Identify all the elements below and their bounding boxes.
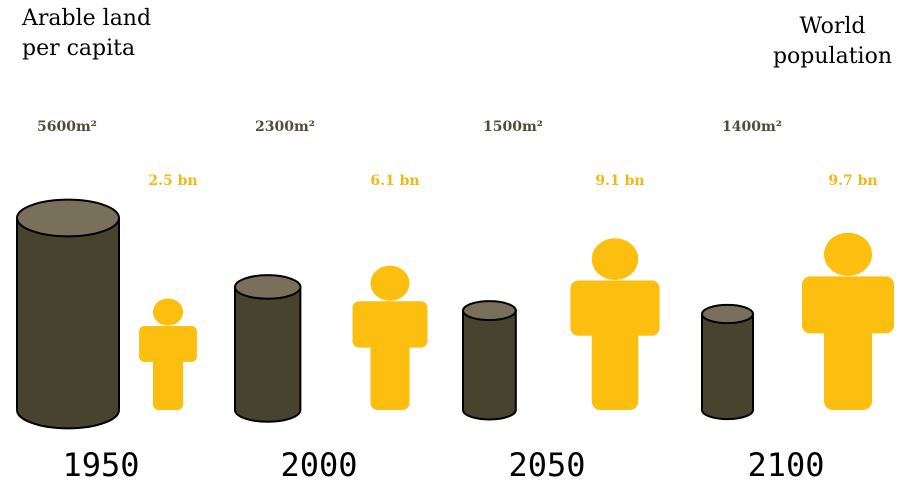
population-value-label: 6.1 bn [370, 173, 419, 189]
cylinder-top [16, 198, 120, 238]
population-value-label: 9.1 bn [595, 173, 644, 189]
person-legs [824, 322, 872, 410]
person-icon [570, 238, 660, 410]
population-title-line1: World [799, 14, 866, 39]
land-title: Arable land per capita [22, 4, 151, 64]
cylinder-top [233, 274, 302, 300]
person-head [824, 232, 872, 276]
population-title: World population [773, 12, 892, 72]
land-value-label: 2300m² [255, 119, 315, 135]
population-value-label: 2.5 bn [148, 173, 197, 189]
year-label: 1950 [62, 446, 139, 483]
person-head [591, 238, 639, 281]
cylinder-icon [233, 274, 302, 423]
person-icon [802, 232, 894, 410]
year-group-2050: 1500m² 9.1 bn 2050 [462, 119, 660, 483]
person-head [370, 265, 410, 301]
cylinder-top [701, 303, 754, 325]
person-torso [570, 280, 660, 336]
population-value-label: 9.7 bn [828, 173, 877, 189]
land-value-label: 5600m² [37, 119, 97, 135]
person-head [152, 298, 184, 326]
year-group-2100: 1400m² 9.7 bn 2100 [701, 119, 894, 483]
person-legs [591, 324, 639, 410]
person-torso [139, 325, 197, 362]
year-label: 2050 [508, 446, 585, 483]
cylinder-icon [701, 303, 754, 421]
person-icon [139, 298, 197, 410]
person-icon [352, 265, 428, 410]
cylinder-body [234, 285, 302, 423]
person-legs [152, 354, 184, 410]
land-title-line1: Arable land [22, 6, 152, 31]
year-label: 2100 [747, 446, 824, 483]
population-title-line2: population [772, 44, 892, 69]
cylinder-body [701, 313, 754, 421]
person-torso [802, 276, 894, 334]
cylinder-icon [16, 198, 120, 430]
year-label: 2000 [280, 446, 357, 483]
person-legs [370, 338, 410, 410]
land-title-line2: per capita [22, 36, 136, 61]
land-value-label: 1500m² [483, 119, 543, 135]
cylinder-body [462, 309, 517, 421]
cylinder-body [16, 217, 120, 430]
person-torso [352, 301, 428, 348]
year-group-2000: 2300m² 6.1 bn 2000 [233, 119, 428, 483]
year-group-1950: 5600m² 2.5 bn 1950 [16, 119, 198, 483]
land-value-label: 1400m² [722, 119, 782, 135]
cylinder-icon [462, 300, 517, 421]
cylinder-top [462, 300, 517, 322]
